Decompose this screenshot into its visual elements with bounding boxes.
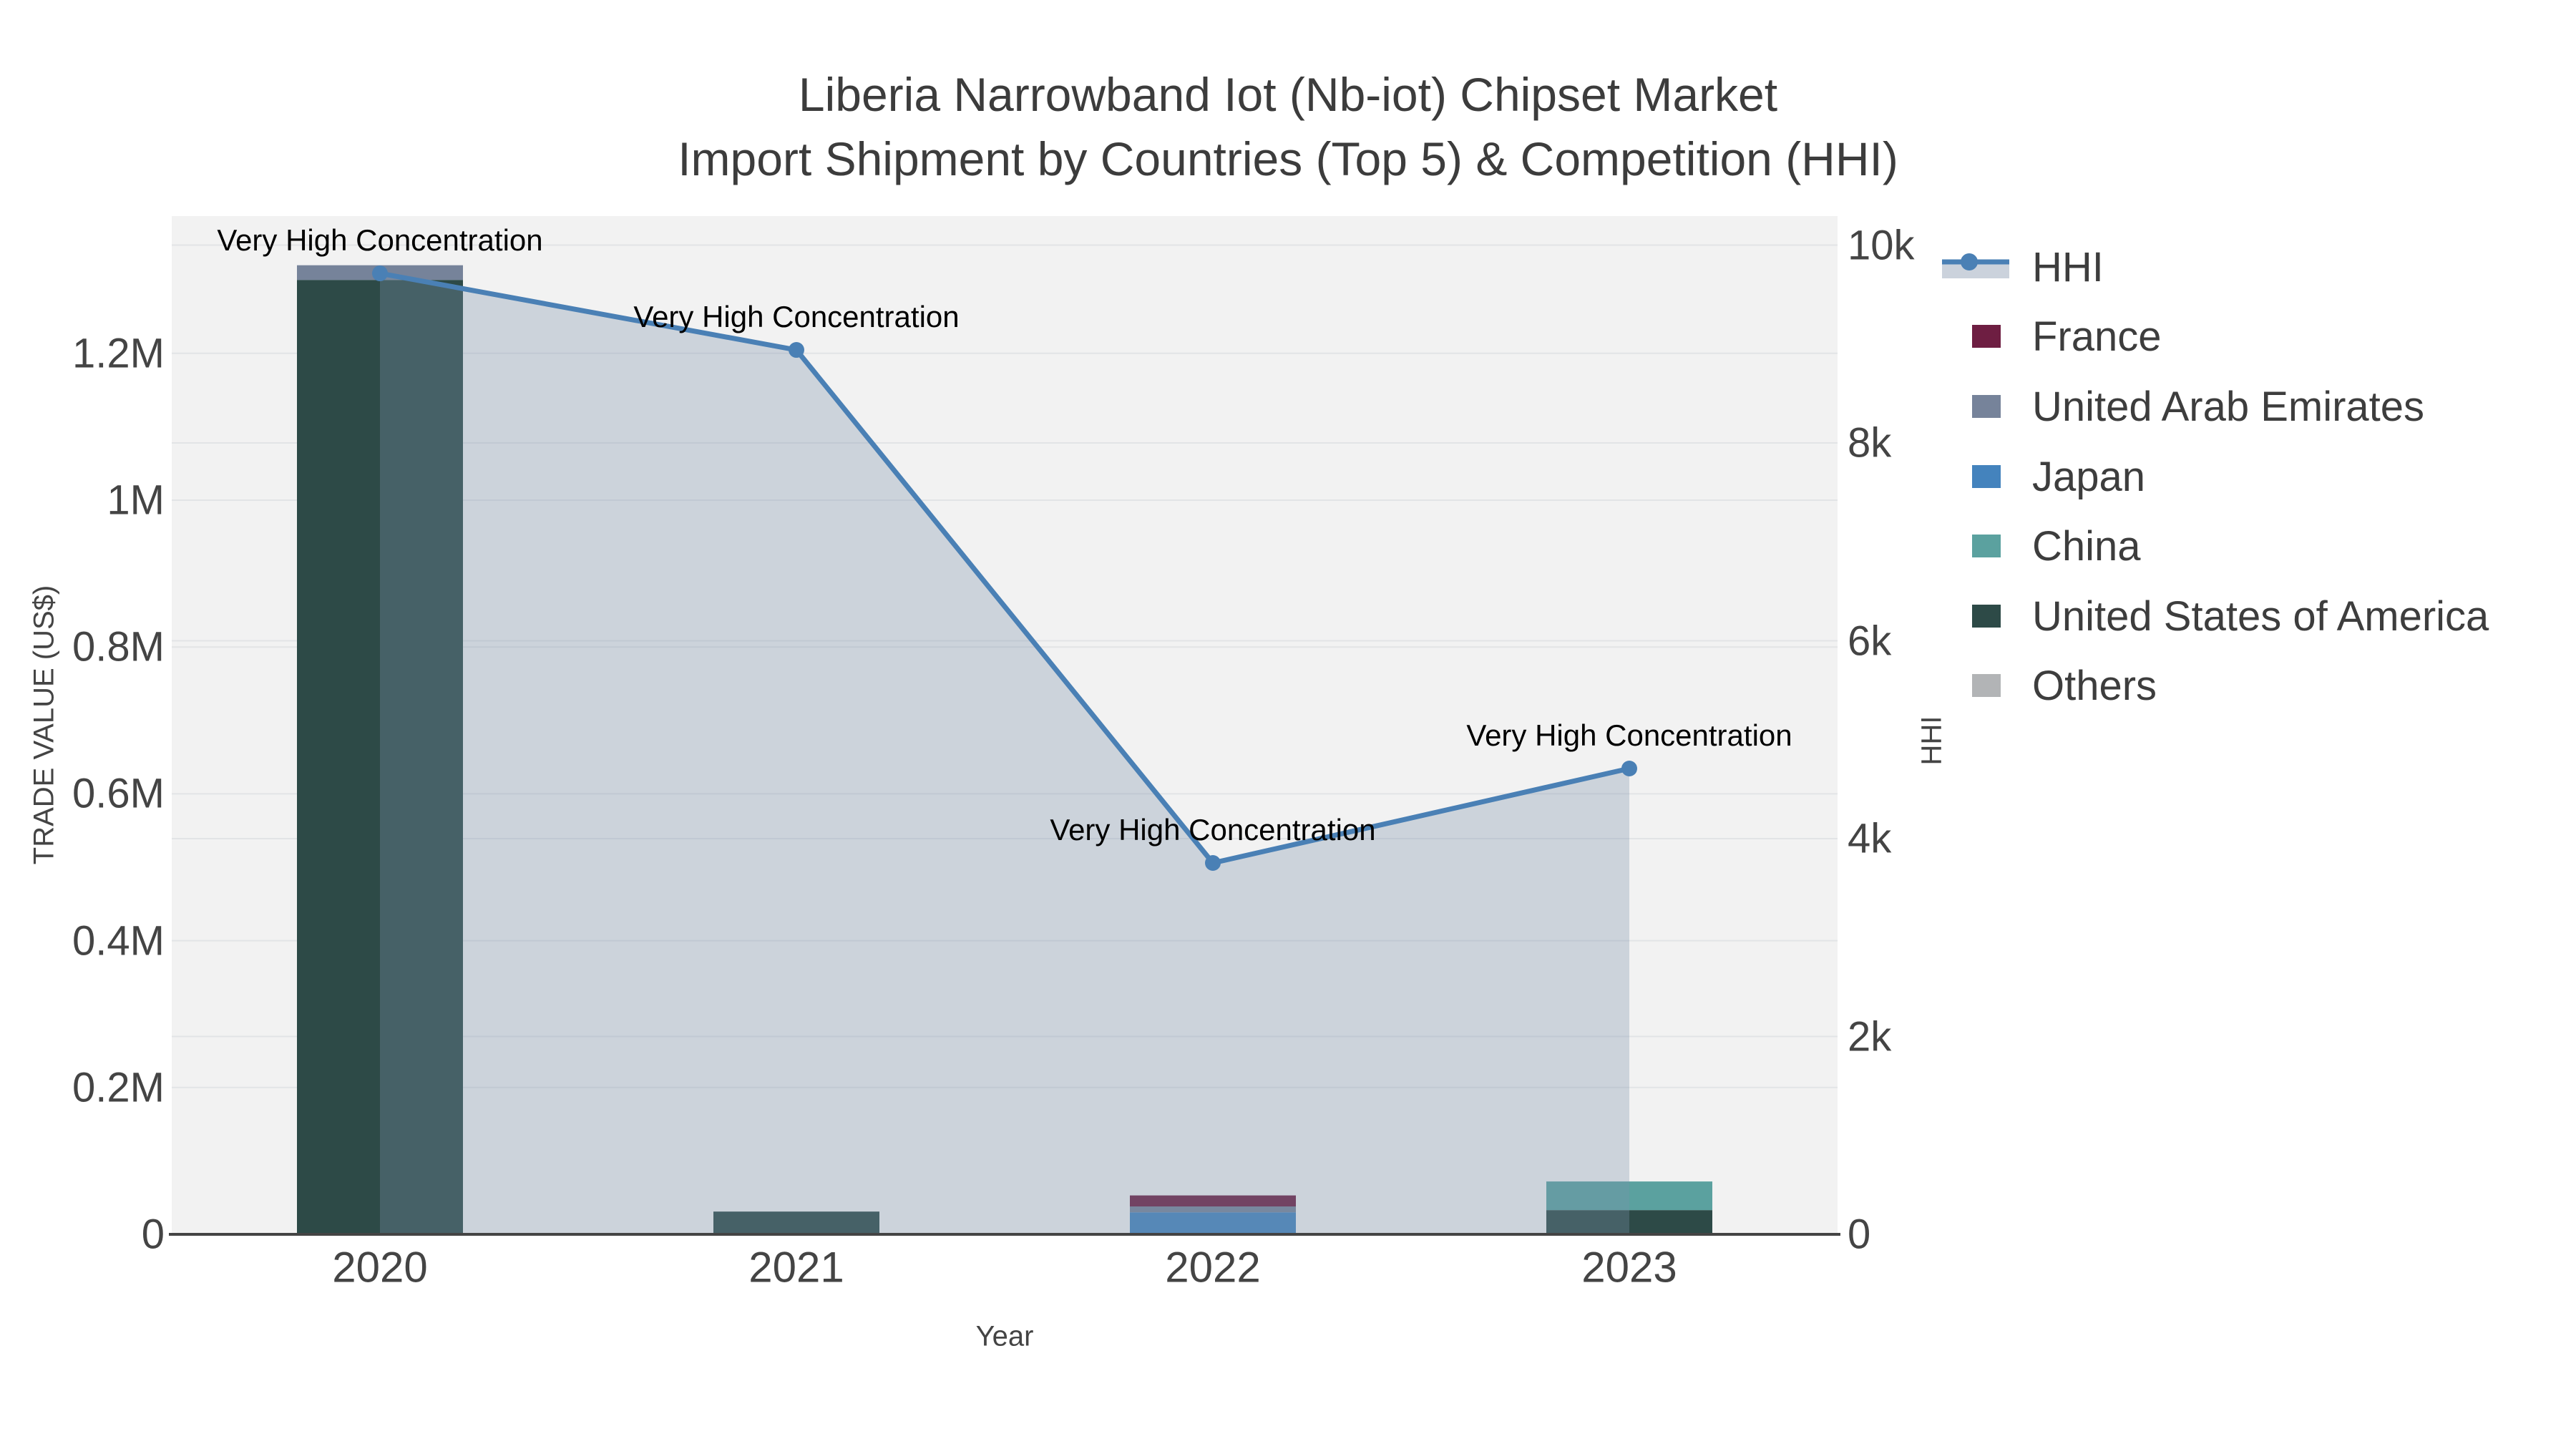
chart-title-line1: Liberia Narrowband Iot (Nb-iot) Chipset …	[798, 68, 1778, 121]
legend-color-swatch	[1972, 605, 2001, 628]
x-axis-tick-2020: 2020	[332, 1243, 428, 1292]
legend-color-swatch	[1972, 674, 2001, 697]
legend-item-japan[interactable]: Japan	[1942, 453, 2146, 500]
legend-swatch-icon	[1942, 465, 2032, 488]
legend-item-label: United States of America	[2032, 592, 2489, 640]
right-axis-tick-10k: 10k	[1848, 222, 1915, 268]
hhi-line-icon	[1942, 248, 2032, 286]
legend-item-label: France	[2032, 313, 2162, 360]
legend-item-france[interactable]: France	[1942, 313, 2162, 360]
legend-color-swatch	[1972, 535, 2001, 557]
right-axis-title: HHI	[1916, 716, 1948, 766]
legend-swatch-icon	[1942, 325, 2032, 348]
legend-item-label: United Arab Emirates	[2032, 383, 2425, 430]
legend-item-label: HHI	[2032, 243, 2104, 291]
legend-color-swatch	[1972, 325, 2001, 348]
x-axis-tick-2022: 2022	[1165, 1243, 1261, 1292]
left-axis-title: TRADE VALUE (US$)	[28, 585, 60, 865]
right-axis-tick-4k: 4k	[1848, 815, 1892, 862]
right-axis-tick-0: 0	[1848, 1211, 1871, 1258]
left-axis-tick-1.2M: 1.2M	[72, 330, 165, 377]
left-axis-tick-0.6M: 0.6M	[72, 770, 165, 817]
annotation-2020: Very High Concentration	[217, 223, 543, 258]
bar-2022-japan	[1130, 1212, 1296, 1234]
left-axis-tick-0.8M: 0.8M	[72, 623, 165, 670]
x-axis-title: Year	[975, 1320, 1034, 1352]
legend-item-others[interactable]: Others	[1942, 662, 2157, 709]
right-axis-tick-6k: 6k	[1848, 618, 1892, 664]
hhi-legend-glyph	[1942, 253, 2009, 278]
hhi-line	[379, 270, 1630, 866]
chart-title-line2: Import Shipment by Countries (Top 5) & C…	[678, 132, 1898, 185]
legend-swatch-icon	[1942, 605, 2032, 628]
left-axis-tick-0: 0	[141, 1211, 165, 1258]
bar-2023-china	[1546, 1181, 1712, 1211]
left-axis-tick-0.2M: 0.2M	[72, 1064, 165, 1111]
hhi-marker-2020	[372, 265, 388, 282]
legend-item-united-arab-emirates[interactable]: United Arab Emirates	[1942, 383, 2425, 430]
left-axis-tick-1M: 1M	[107, 477, 165, 524]
legend-item-china[interactable]: China	[1942, 522, 2141, 570]
legend-swatch-icon	[1942, 395, 2032, 418]
bar-2020-united-states-of-america	[297, 280, 463, 1235]
legend-item-label: Japan	[2032, 453, 2146, 500]
bar-2023-united-states-of-america	[1546, 1210, 1712, 1234]
annotation-2022: Very High Concentration	[1050, 813, 1376, 847]
hhi-area-fill	[380, 273, 1629, 1234]
x-axis-tick-2021: 2021	[748, 1243, 844, 1292]
legend-item-label: China	[2032, 522, 2141, 570]
legend-swatch-icon	[1942, 674, 2032, 697]
legend-swatch-icon	[1942, 535, 2032, 557]
bar-2022-united-arab-emirates	[1130, 1206, 1296, 1213]
bar-2022-france	[1130, 1195, 1296, 1207]
annotation-2021: Very High Concentration	[633, 300, 960, 334]
hhi-marker-2021	[789, 342, 804, 358]
legend-item-label: Others	[2032, 662, 2157, 709]
legend-color-swatch	[1972, 395, 2001, 418]
legend-item-hhi[interactable]: HHI	[1942, 243, 2104, 291]
hhi-marker-2023	[1621, 760, 1637, 776]
bar-2021-united-states-of-america	[713, 1211, 879, 1234]
legend-color-swatch	[1972, 465, 2001, 488]
right-axis-tick-2k: 2k	[1848, 1013, 1892, 1060]
legend-item-united-states-of-america[interactable]: United States of America	[1942, 592, 2489, 640]
annotation-2023: Very High Concentration	[1466, 718, 1792, 752]
hhi-marker-2022	[1205, 855, 1221, 872]
left-axis-tick-0.4M: 0.4M	[72, 917, 165, 965]
right-axis-tick-8k: 8k	[1848, 419, 1892, 467]
x-axis-tick-2023: 2023	[1581, 1243, 1677, 1292]
